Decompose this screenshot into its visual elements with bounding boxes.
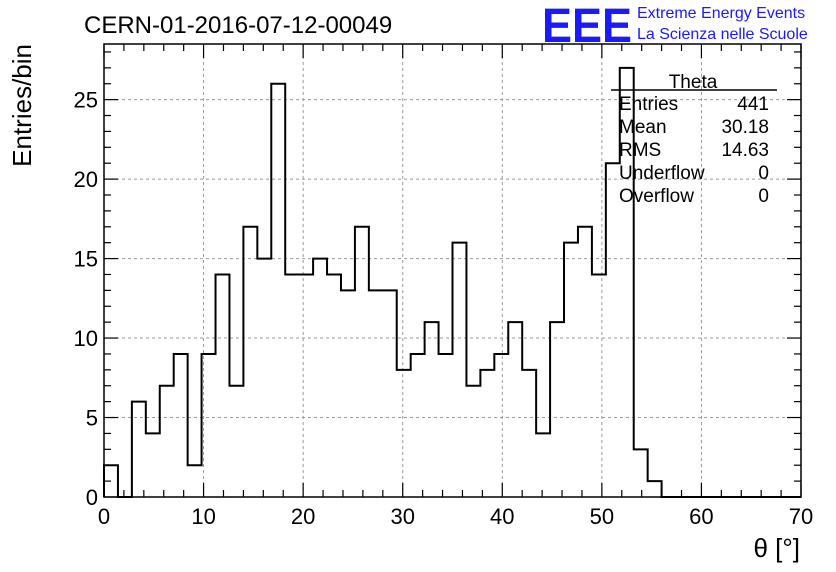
chart-title: CERN-01-2016-07-12-00049	[84, 12, 392, 39]
stats-row-label: Mean	[619, 117, 667, 138]
x-tick-label: 40	[490, 504, 514, 529]
axis-ticks	[103, 44, 802, 498]
y-tick-label: 15	[74, 247, 98, 272]
stats-row-value: 441	[737, 94, 769, 115]
y-tick-label: 25	[74, 88, 98, 113]
plot-frame	[103, 43, 802, 498]
y-tick-label: 20	[74, 167, 98, 192]
x-tick-label: 0	[98, 504, 110, 529]
stats-row-value: 0	[758, 163, 769, 184]
x-tick-label: 70	[789, 504, 813, 529]
y-tick-label: 10	[74, 326, 98, 351]
x-tick-label: 50	[590, 504, 614, 529]
x-tick-label: 20	[291, 504, 315, 529]
logo-line-2: La Scienza nelle Scuole	[637, 26, 808, 43]
stats-row-value: 0	[758, 186, 769, 207]
stats-row-label: Overflow	[619, 186, 694, 207]
x-tick-label: 10	[191, 504, 215, 529]
y-tick-label: 0	[86, 485, 98, 510]
eee-logo-mark: EEE	[542, 0, 632, 53]
x-tick-label: 30	[390, 504, 414, 529]
stats-row-label: RMS	[619, 140, 661, 161]
y-axis-title: Entries/bin	[7, 44, 37, 167]
stats-box: Theta Entries 441 Mean 30.18 RMS 14.63 Underfl…	[611, 72, 777, 207]
eee-logo: EEE Extreme Energy Events La Scienza nel…	[542, 0, 808, 53]
stats-row-label: Entries	[619, 94, 678, 115]
stats-rows: Entries 441 Mean 30.18 RMS 14.63 Underflow 0 Ove…	[619, 94, 769, 207]
x-axis-title: θ [°]	[753, 533, 800, 563]
stats-title: Theta	[669, 72, 718, 93]
y-tick-label: 5	[86, 406, 98, 431]
stats-row-value: 30.18	[721, 117, 769, 138]
stats-row-label: Underflow	[619, 163, 705, 184]
axis-tick-labels: 0 10 20 30 40 50 60 70 0 5 10 15 20 25	[74, 88, 814, 529]
stats-row-value: 14.63	[721, 140, 769, 161]
logo-line-1: Extreme Energy Events	[637, 5, 805, 22]
histogram-line	[103, 66, 801, 498]
x-tick-label: 60	[689, 504, 713, 529]
